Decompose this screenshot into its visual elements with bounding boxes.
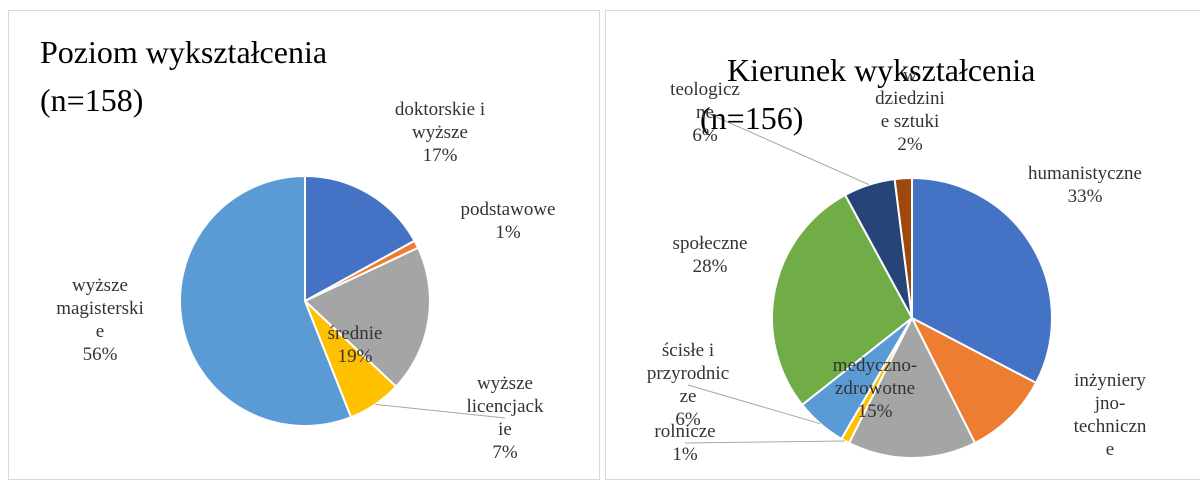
category-label: rolnicze [654,421,716,442]
data-label: medyczno-zdrowotne 15% [820,354,930,423]
category-label: ścisłe i przyrodnicze [646,340,730,407]
leader-line [687,384,821,425]
category-label: społeczne [672,233,748,254]
pie-slice [303,246,431,388]
value-label: 15% [857,400,893,422]
value-label: 17% [422,144,458,166]
category-label: inżynieryjno-techniczne [1073,370,1147,460]
data-label: doktorskie i wyższe 17% [385,98,495,167]
category-label: medyczno-zdrowotne [832,354,918,399]
pie-slice [893,176,913,319]
pie-slice [847,315,977,459]
data-label: średnie 19% [310,322,400,368]
value-label: 19% [337,346,373,367]
value-label: 1% [495,222,521,243]
pie-slice [911,176,1053,385]
data-label: inżynieryjno-techniczne [1073,369,1148,461]
value-label: 56% [82,344,118,365]
pie-slice [304,174,416,303]
value-label: 28% [692,256,728,277]
category-label: średnie [327,323,383,344]
category-label: wyższe licencjackie [466,373,544,440]
data-label: społeczne 28% [655,232,765,278]
data-label: podstawowe 1% [433,198,583,244]
leader-line [375,403,506,419]
value-label: 6% [675,409,701,430]
category-label: wyższe magisterskie [56,275,144,342]
pie-slice [909,315,1038,445]
value-label: 1% [672,444,698,465]
chart-title: Kierunek wykształcenia (n=156) [700,52,1036,136]
category-label: doktorskie i wyższe [394,98,486,143]
pie-slice [179,174,353,427]
value-label: 33% [1067,186,1103,207]
category-label: w dziedzinie sztuki [875,65,945,132]
chart-title: Poziom wykształcenia (n=158) [40,34,328,118]
category-label: humanistyczne [1028,163,1142,184]
category-label: podstawowe [460,199,556,220]
data-label: wyższe magisterskie 56% [55,274,145,366]
value-label: 7% [492,442,518,463]
value-label: 2% [897,134,923,155]
value-label: 6% [692,124,718,146]
leader-line [704,111,870,186]
data-label: humanistyczne 33% [1000,162,1170,208]
leader-line [684,440,846,444]
pie-slice [771,193,914,407]
data-label: ścisłe i przyrodnicze 6% [643,339,733,431]
data-label: wyższe licencjackie 7% [465,372,545,464]
category-label: teologiczne [670,78,740,123]
data-label: rolnicze 1% [645,420,725,466]
data-label: teologiczne 6% [668,78,743,147]
data-label: w dziedzinie sztuki 2% [873,64,948,156]
